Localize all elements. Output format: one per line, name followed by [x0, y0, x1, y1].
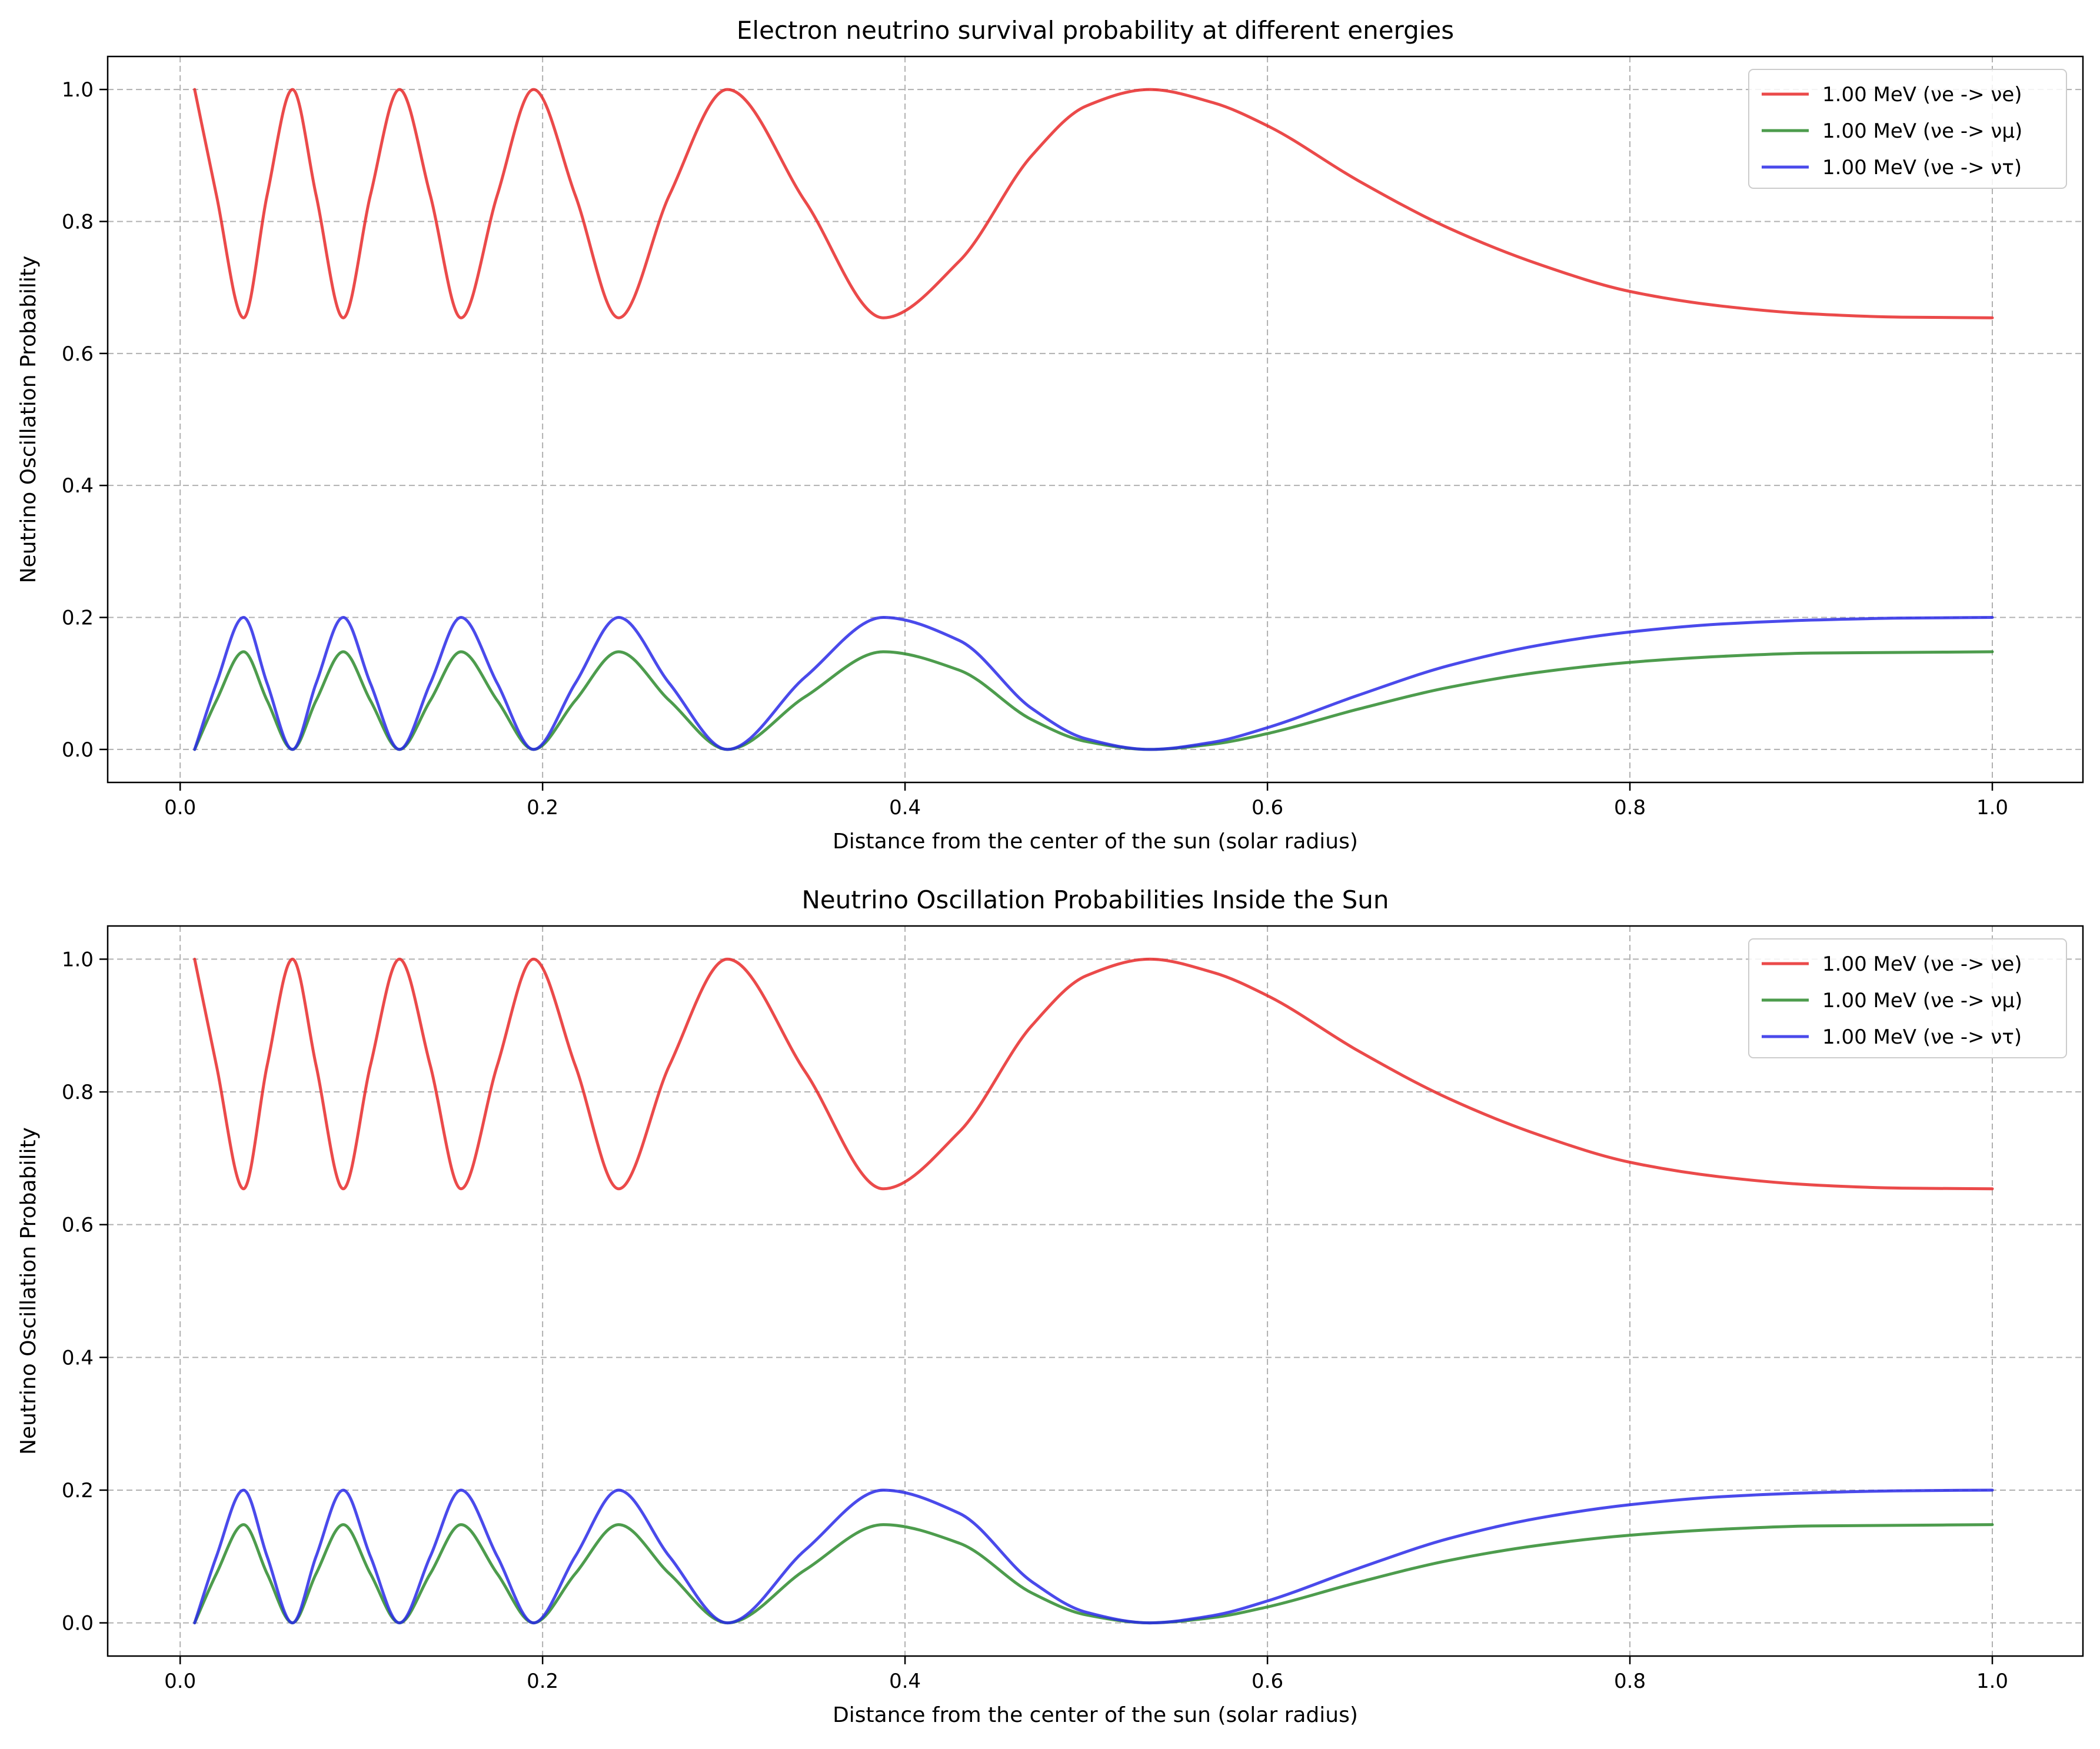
y-axis-label: Neutrino Oscillation Probability [16, 256, 41, 584]
legend-entry-label: 1.00 MeV (νe -> ντ) [1822, 156, 2022, 179]
legend-entry-label: 1.00 MeV (νe -> νμ) [1822, 119, 2022, 143]
series-line-3 [193, 1488, 1994, 1625]
y-tick-label: 0.8 [62, 210, 94, 234]
x-tick-label: 0.0 [164, 796, 196, 819]
legend-entry-label: 1.00 MeV (νe -> ντ) [1822, 1025, 2022, 1049]
y-tick-label: 0.8 [62, 1081, 94, 1104]
x-axis-label: Distance from the center of the sun (sol… [833, 1703, 1358, 1727]
x-tick-label: 0.6 [1252, 796, 1283, 819]
series-line-2 [193, 650, 1994, 751]
legend-box [1748, 938, 2067, 1058]
x-tick-label: 0.0 [164, 1670, 196, 1693]
y-tick-label: 1.0 [62, 948, 94, 971]
y-tick-label: 0.6 [62, 1214, 94, 1237]
axes-frame [107, 55, 2084, 784]
x-tick-label: 0.2 [527, 1670, 558, 1693]
axes-frame [107, 925, 2084, 1657]
y-tick-label: 0.6 [62, 342, 94, 366]
y-tick-label: 0.4 [62, 474, 94, 498]
series-line-1 [193, 957, 1994, 1191]
legend-box [1748, 69, 2067, 189]
chart-panel-1: 0.0 0.2 0.4 0.6 0.8 1.0 0.0 0.2 0.4 0.6 0.8 1.0 Elec… [16, 16, 2084, 854]
y-axis-label: Neutrino Oscillation Probability [16, 1127, 41, 1455]
y-tick-label: 0.2 [62, 607, 94, 630]
y-tick-label: 0.0 [62, 1612, 94, 1635]
legend-entry-label: 1.00 MeV (νe -> νμ) [1822, 989, 2022, 1012]
y-tick-label: 0.0 [62, 738, 94, 762]
x-tick-label: 0.4 [889, 796, 921, 819]
series-line-1 [193, 88, 1994, 319]
series-line-3 [193, 616, 1994, 751]
x-axis-label: Distance from the center of the sun (sol… [833, 829, 1358, 854]
legend: 1.00 MeV (νe -> νe) 1.00 MeV (νe -> νμ) 1.… [1748, 938, 2067, 1058]
x-tick-label: 0.4 [889, 1670, 921, 1693]
chart-title: Electron neutrino survival probability a… [737, 16, 1454, 45]
y-tick-label: 0.4 [62, 1346, 94, 1370]
chart-title: Neutrino Oscillation Probabilities Insid… [801, 885, 1389, 914]
x-tick-label: 0.6 [1252, 1670, 1283, 1693]
x-tick-label: 1.0 [1976, 796, 2008, 819]
chart-panel-2: 0.0 0.2 0.4 0.6 0.8 1.0 0.0 0.2 0.4 0.6 0.8 1.0 Neut… [16, 885, 2084, 1727]
x-tick-label: 0.8 [1614, 796, 1646, 819]
legend: 1.00 MeV (νe -> νe) 1.00 MeV (νe -> νμ) 1.… [1748, 69, 2067, 189]
legend-entry-label: 1.00 MeV (νe -> νe) [1822, 83, 2022, 106]
x-tick-label: 1.0 [1976, 1670, 2008, 1693]
y-tick-label: 1.0 [62, 78, 94, 102]
y-tick-label: 0.2 [62, 1479, 94, 1503]
series-line-2 [193, 1523, 1994, 1625]
x-tick-label: 0.2 [527, 796, 558, 819]
x-tick-label: 0.8 [1614, 1670, 1646, 1693]
legend-entry-label: 1.00 MeV (νe -> νe) [1822, 952, 2022, 976]
